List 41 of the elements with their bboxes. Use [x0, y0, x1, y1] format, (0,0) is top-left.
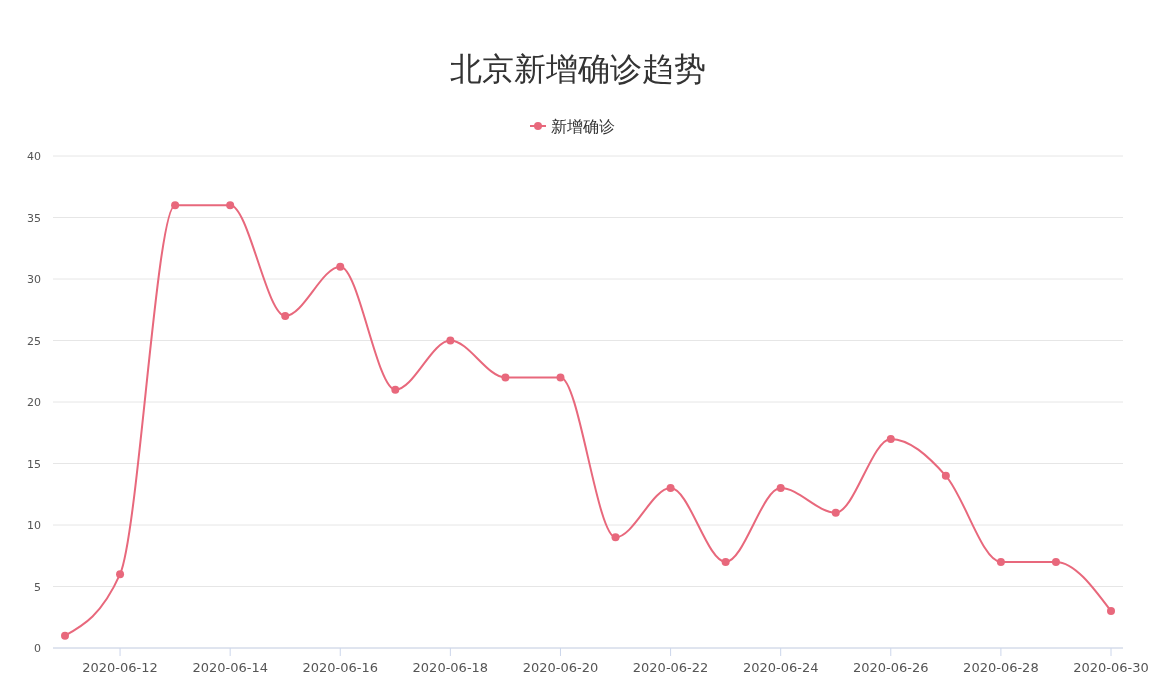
- point: [721, 557, 730, 566]
- point: [116, 570, 125, 579]
- y-tick-label: 5: [34, 580, 41, 594]
- point: [501, 373, 510, 382]
- point: [226, 201, 235, 210]
- x-tick-label: 2020-06-28: [963, 660, 1039, 675]
- x-tick-label: 2020-06-22: [632, 660, 709, 675]
- point: [666, 484, 675, 493]
- x-tick-label: 2020-06-24: [742, 660, 819, 675]
- point: [446, 336, 455, 345]
- point: [391, 385, 400, 394]
- point: [941, 471, 950, 480]
- y-tick-label: 20: [27, 396, 41, 409]
- point: [1051, 557, 1060, 566]
- x-tick-label: 2020-06-16: [302, 660, 379, 675]
- x-tick-label: 2020-06-26: [853, 660, 929, 675]
- point: [171, 201, 180, 210]
- x-tick-label: 2020-06-18: [412, 660, 489, 675]
- y-tick-label: 40: [27, 150, 41, 163]
- y-tick-label: 15: [27, 457, 41, 471]
- point: [61, 631, 69, 640]
- point: [996, 557, 1005, 566]
- point: [336, 262, 345, 271]
- point: [281, 311, 290, 320]
- chart-title: 北京新增确诊趋势: [450, 50, 706, 88]
- x-tick-label: 2020-06-20: [522, 660, 599, 675]
- point: [1107, 607, 1115, 616]
- y-tick-label: 30: [27, 273, 41, 286]
- point: [831, 508, 840, 517]
- y-tick-label: 10: [27, 519, 41, 532]
- y-tick-label: 25: [27, 334, 41, 348]
- x-tick-label: 2020-06-14: [192, 660, 268, 675]
- legend-label: 新增确诊: [551, 117, 615, 136]
- y-tick-label: 35: [27, 211, 41, 225]
- point: [886, 434, 895, 443]
- point: [611, 533, 620, 542]
- y-tick-label: 0: [34, 642, 41, 655]
- x-tick-label: 2020-06-30: [1073, 660, 1149, 675]
- x-tick-label: 2020-06-12: [82, 660, 158, 675]
- point: [556, 373, 565, 382]
- point: [776, 484, 785, 493]
